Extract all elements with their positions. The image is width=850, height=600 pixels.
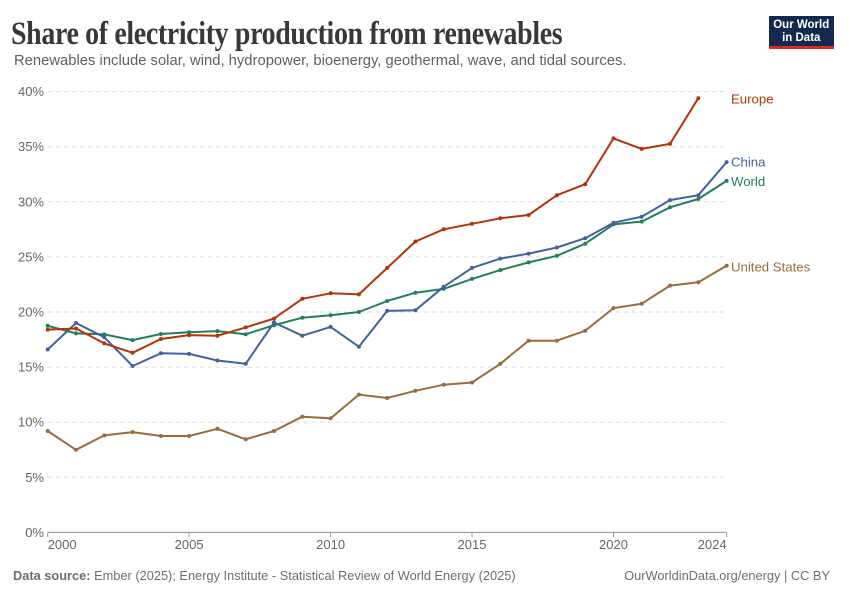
svg-text:2010: 2010 (316, 537, 345, 552)
svg-text:10%: 10% (18, 415, 44, 430)
svg-text:30%: 30% (18, 194, 44, 209)
svg-text:Europe: Europe (731, 92, 774, 107)
svg-text:2000: 2000 (48, 537, 77, 552)
svg-text:World: World (731, 174, 765, 189)
svg-text:United States: United States (731, 260, 811, 275)
svg-text:China: China (731, 155, 766, 170)
svg-text:15%: 15% (18, 360, 44, 375)
svg-text:35%: 35% (18, 139, 44, 154)
svg-text:2015: 2015 (458, 537, 487, 552)
svg-text:0%: 0% (25, 525, 44, 540)
svg-text:20%: 20% (18, 305, 44, 320)
svg-text:2020: 2020 (599, 537, 628, 552)
svg-text:40%: 40% (18, 84, 44, 99)
svg-text:2005: 2005 (175, 537, 204, 552)
svg-text:2024: 2024 (698, 537, 727, 552)
svg-text:5%: 5% (25, 470, 44, 485)
svg-text:25%: 25% (18, 249, 44, 264)
